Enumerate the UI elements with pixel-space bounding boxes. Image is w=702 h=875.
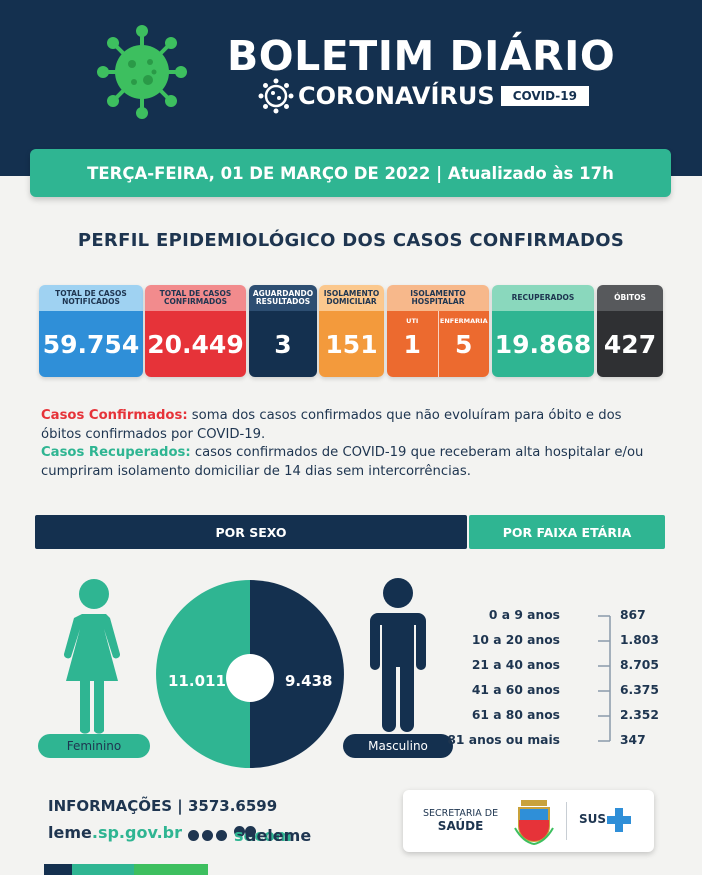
card-isolamento-domiciliar-label: ISOLAMENTO DOMICILIAR [319,285,384,311]
secretaria-line1: SECRETARIA DE [423,808,499,819]
card-confirmados-value: 20.449 [145,311,246,377]
sex-pie-chart [156,580,344,768]
instagram-icon[interactable] [202,830,213,841]
age-count: 8.705 [620,658,659,672]
male-figure-icon [370,578,426,732]
age-row: 10 a 20 anos 1.803 [466,631,676,651]
age-count: 867 [620,608,646,622]
age-range: 81 anos ou mais [447,733,560,747]
feminino-value: 11.011 [168,672,226,690]
sus-cross-icon [607,808,631,832]
card-aguardando-label: AGUARDANDO RESULTADOS [249,285,317,311]
sus-label: SUS [579,812,607,826]
age-row: 61 a 80 anos 2.352 [466,706,676,726]
age-range: 61 a 80 anos [471,708,560,722]
card-aguardando: AGUARDANDO RESULTADOS 3 [249,285,317,377]
virus-icon [97,25,187,119]
uti-value: 1 [403,329,421,359]
logo-divider [566,802,567,840]
stripe-lightgreen [134,864,208,875]
secretaria-logo: SECRETARIA DE SAÚDE [423,808,498,832]
section-title: PERFIL EPIDEMIOLÓGICO DOS CASOS CONFIRMA… [77,230,625,251]
card-isolamento-hospitalar: ISOLAMENTO HOSPITALAR UTI 1 ENFERMARIA 5 [387,285,489,377]
age-range: 21 a 40 anos [471,658,560,672]
age-count: 6.375 [620,683,659,697]
website-link[interactable]: leme.sp.gov.br [48,823,182,842]
masculino-label: Masculino [343,734,453,758]
city-coat-of-arms-icon [514,800,554,846]
pie-slice-feminino [156,580,250,768]
card-isolamento-domiciliar: ISOLAMENTO DOMICILIAR 151 [319,285,384,377]
website-suffix: .sp.gov.br [91,823,182,842]
hospitalar-breakdown: UTI 1 ENFERMARIA 5 [387,311,489,377]
card-recuperados: RECUPERADOS 19.868 [492,285,594,377]
handle-prefix: secom [234,826,292,845]
card-obitos: ÓBITOS 427 [597,285,663,377]
card-confirmados: TOTAL DE CASOS CONFIRMADOS 20.449 [145,285,246,377]
stripe-navy [44,864,72,875]
age-count: 2.352 [620,708,659,722]
card-notificados: TOTAL DE CASOS NOTIFICADOS 59.754 [39,285,143,377]
age-range: 0 a 9 anos [488,608,560,622]
por-sexo-header: POR SEXO [35,515,467,549]
confirmados-term: Casos Confirmados: [41,408,188,423]
card-confirmados-label: TOTAL DE CASOS CONFIRMADOS [145,285,246,311]
info-phone: INFORMAÇÕES | 3573.6599 [48,797,278,815]
enfermaria-value: 5 [455,329,473,359]
definitions: Casos Confirmados: soma dos casos confir… [41,407,661,481]
coronavirus-title: CORONAVÍRUS [298,82,495,110]
uti-column: UTI 1 [387,311,438,377]
age-row: 81 anos ou mais 347 [447,731,676,751]
stripe-green [72,864,134,875]
card-recuperados-label: RECUPERADOS [492,285,594,311]
header: BOLETIM DIÁRIO CORONAVÍRUS COVID-19 [0,0,702,176]
social-handle[interactable]: secomdeleme [234,826,312,845]
date-bar: TERÇA-FEIRA, 01 DE MARÇO DE 2022 | Atual… [30,149,671,197]
secretaria-line2: SAÚDE [437,819,484,833]
subtitle-row: CORONAVÍRUS COVID-19 [258,78,589,114]
card-obitos-value: 427 [597,311,663,377]
card-obitos-label: ÓBITOS [597,285,663,311]
enfermaria-column: ENFERMARIA 5 [437,311,490,377]
pie-hole [226,654,274,702]
enfermaria-label: ENFERMARIA [439,317,488,325]
handle-suffix: deleme [245,826,312,845]
age-range: 41 a 60 anos [471,683,560,697]
covid-badge: COVID-19 [500,86,589,106]
coronavirus-icon [258,78,294,114]
card-recuperados-value: 19.868 [492,311,594,377]
age-bracket [598,615,611,742]
female-figure-icon [63,579,121,734]
footer-stripes [44,864,208,875]
logos-box: SECRETARIA DE SAÚDE SUS [403,790,654,852]
recuperados-term: Casos Recuperados: [41,445,191,460]
uti-label: UTI [406,317,419,325]
page-title: BOLETIM DIÁRIO [227,32,616,80]
confirmados-definition: soma dos casos confirmados que não evolu… [41,408,622,442]
social-links: secomdeleme [188,826,312,845]
card-notificados-label: TOTAL DE CASOS NOTIFICADOS [39,285,143,311]
card-isolamento-hospitalar-label: ISOLAMENTO HOSPITALAR [387,285,489,311]
age-range: 10 a 20 anos [471,633,560,647]
telegram-icon[interactable] [216,830,227,841]
facebook-icon[interactable] [188,830,199,841]
website-prefix: leme [48,823,92,842]
age-count: 1.803 [620,633,659,647]
feminino-label: Feminino [38,734,150,758]
age-count: 347 [620,733,646,747]
card-aguardando-value: 3 [249,311,317,377]
card-isolamento-domiciliar-value: 151 [319,311,384,377]
recuperados-definition: casos confirmados de COVID-19 que recebe… [41,445,644,479]
age-row: 21 a 40 anos 8.705 [466,656,676,676]
pie-slice-masculino [250,580,344,768]
age-row: 0 a 9 anos 867 [466,606,676,626]
por-faixa-header: POR FAIXA ETÁRIA [469,515,665,549]
masculino-value: 9.438 [285,672,333,690]
card-notificados-value: 59.754 [39,311,143,377]
age-row: 41 a 60 anos 6.375 [466,681,676,701]
